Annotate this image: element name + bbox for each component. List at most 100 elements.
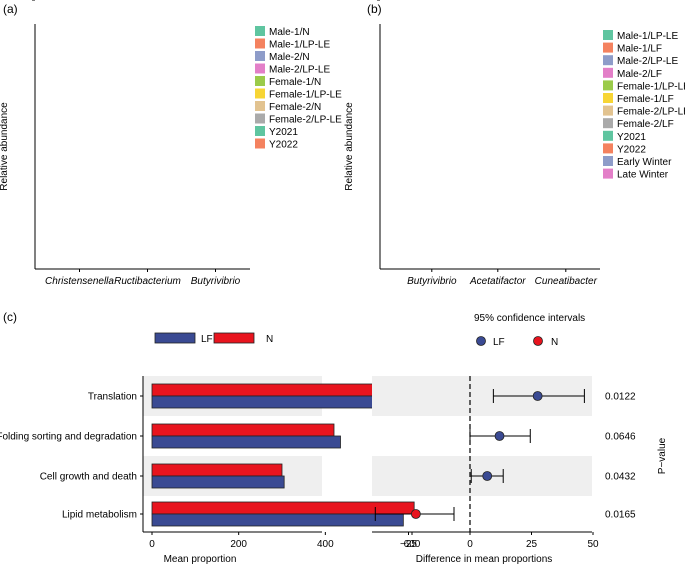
y-tick-label: 10 (18, 0, 30, 3)
legend-swatch (255, 63, 265, 74)
ci-point (532, 391, 543, 401)
legend-label: Y2022 (617, 144, 646, 155)
legend-label: Female-2/N (269, 102, 321, 113)
legend-swatch (255, 76, 265, 86)
panel-label: (a) (3, 2, 18, 16)
legend-label: Male-1/LP-LE (269, 40, 330, 51)
ci-point (410, 509, 421, 519)
p-value: 0.0432 (605, 472, 636, 483)
y-tick-label: 1 (23, 0, 29, 3)
y-axis-label: Relative abundance (0, 102, 10, 191)
x-tick-label: Butyrivibrio (407, 276, 457, 287)
legend-label: N (266, 334, 273, 345)
legend-swatch (255, 126, 265, 136)
bar-chart-a: 01234567891011 Relative abundance Christen… (0, 0, 342, 287)
x-tick-label: Christensenella (45, 276, 114, 287)
y-tick-label: 8 (23, 0, 29, 3)
chart-title: 95% confidence intervals (474, 313, 585, 324)
y-tick-label: 9 (23, 0, 29, 3)
x-tick-label: 600 (404, 539, 421, 550)
legend-swatch (255, 38, 265, 49)
y-tick-label: 8 (368, 0, 374, 3)
legend-label: Male-1/LP-LE (617, 31, 678, 42)
y-tick-label: 10 (363, 0, 375, 3)
y-tick-label: 0 (23, 0, 29, 3)
legend-label: Female-2/LP-LE (269, 115, 342, 126)
category-label: Cell growth and death (40, 472, 137, 483)
y-tick-label: 4 (368, 0, 374, 3)
y-tick-label: 3 (23, 0, 29, 3)
legend-swatch (255, 51, 265, 61)
y-tick-label: 11 (364, 0, 375, 3)
bar-n (151, 463, 283, 477)
x-tick-label: Butyrivibrio (191, 276, 241, 287)
legend-swatch (603, 55, 613, 66)
legend-swatch (603, 80, 613, 91)
bar-n (151, 423, 335, 437)
legend-label: Early Winter (617, 157, 672, 168)
y-tick-label: 7 (368, 0, 374, 3)
y-tick-label: 4 (23, 0, 29, 3)
legend-swatch (603, 118, 613, 129)
y-tick-label: 5 (23, 0, 29, 3)
p-value: 0.0165 (605, 510, 636, 521)
confidence-interval-chart: 95% confidence intervals LF N 0.0122 0.0646 0… (372, 313, 668, 565)
y-tick-label: 2 (368, 0, 374, 3)
legend-swatch (255, 26, 265, 36)
y-tick-label: 0 (368, 0, 374, 3)
panel-label: (c) (3, 310, 17, 324)
category-label: Translation (88, 392, 137, 403)
x-axis-label: Difference in mean proportions (416, 554, 553, 565)
ci-point (482, 471, 493, 481)
y-tick-label: 7 (23, 0, 29, 3)
p-value: 0.0122 (605, 392, 636, 403)
legend-swatch (603, 93, 613, 103)
x-tick-label: 0 (467, 539, 473, 550)
legend-swatch (603, 67, 613, 78)
category-label: Lipid metabolism (62, 510, 137, 521)
legend-label: Male-1/N (269, 27, 310, 38)
mean-proportion-chart: LF N Translation Folding sorting and degrad… (0, 332, 471, 565)
panel-label: (b) (367, 2, 382, 16)
bar-lf (151, 513, 404, 527)
category-label: Folding sorting and degradation (0, 432, 137, 443)
legend-marker-lf (476, 336, 486, 346)
bar-chart-b: 01234567891011 Relative abundance Butyrivi… (344, 0, 685, 287)
bar-lf (151, 475, 285, 489)
legend-label: Male-1/LF (617, 44, 662, 55)
legend-label: Female-1/LF (617, 94, 674, 105)
legend-label: Y2021 (269, 127, 298, 138)
legend-swatch (255, 138, 265, 149)
x-tick-label: 400 (317, 539, 334, 550)
legend-swatch (213, 332, 255, 344)
legend-swatch (255, 101, 265, 111)
legend-label: Late Winter (617, 170, 669, 181)
legend-label: N (551, 337, 558, 348)
legend-label: Female-1/LP-LE (269, 90, 342, 101)
legend-label: Female-1/N (269, 77, 321, 88)
x-tick-label: Ructibacterium (114, 276, 181, 287)
legend-label: Y2021 (617, 132, 646, 143)
legend-swatch (603, 30, 613, 40)
y-tick-label: 6 (368, 0, 374, 3)
y-tick-label: 3 (368, 0, 374, 3)
legend-label: Y2022 (269, 140, 298, 151)
x-tick-label: Cuneatibacter (535, 276, 598, 287)
ci-point (494, 431, 505, 441)
legend-label: Male-2/N (269, 52, 310, 63)
legend-swatch (603, 168, 613, 179)
legend-label: LF (201, 334, 213, 345)
x-tick-label: 0 (149, 539, 155, 550)
legend-label: LF (493, 337, 505, 348)
x-tick-label: 200 (230, 539, 247, 550)
y-axis-label: Relative abundance (344, 102, 355, 191)
legend-swatch (154, 332, 196, 344)
p-value-axis-label: P−value (657, 437, 668, 474)
legend-swatch (603, 42, 613, 53)
legend-marker-n (533, 336, 543, 346)
legend-label: Male-2/LP-LE (269, 65, 330, 76)
x-tick-label: Acetatifactor (469, 276, 526, 287)
y-tick-label: 6 (23, 0, 29, 3)
x-axis-label: Mean proportion (164, 554, 237, 565)
